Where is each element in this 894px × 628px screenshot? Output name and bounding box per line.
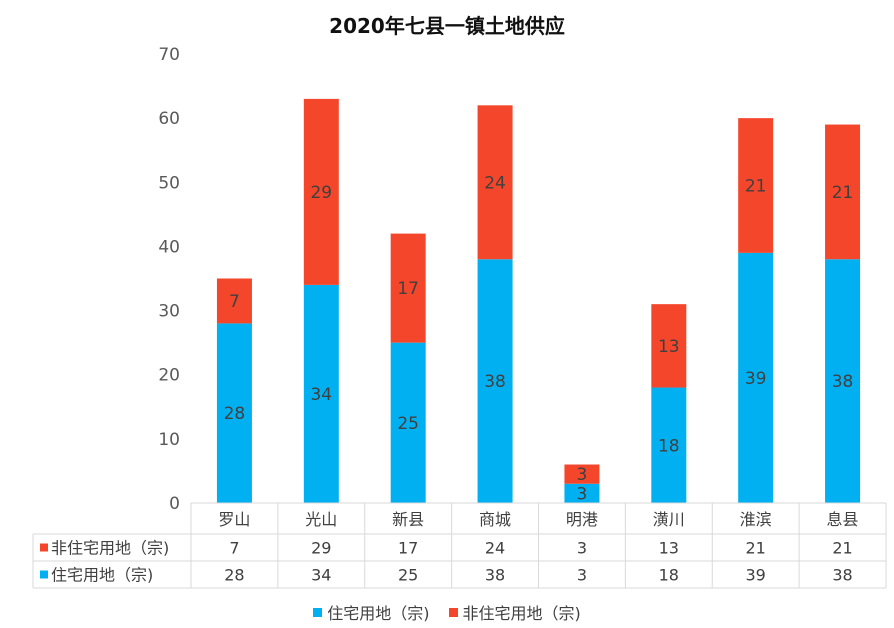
table-cell: 38 — [485, 566, 505, 585]
category-label: 罗山 — [218, 510, 250, 529]
category-label: 息县 — [827, 510, 859, 529]
data-label: 13 — [658, 337, 680, 357]
data-label: 29 — [310, 183, 332, 203]
legend-swatch-residential — [313, 607, 323, 617]
table-cell: 39 — [746, 566, 766, 585]
y-tick-label: 60 — [158, 109, 180, 129]
table-cell: 7 — [229, 539, 239, 558]
data-label: 38 — [832, 372, 854, 392]
bar-segment-non-residential — [651, 304, 687, 388]
legend-swatch-non-residential — [448, 607, 458, 617]
bar-segment-non-residential — [303, 98, 339, 285]
data-label: 21 — [745, 176, 767, 196]
bar-segment-non-residential — [738, 118, 774, 253]
bar-segment-residential — [564, 483, 600, 503]
bar-segment-residential — [477, 259, 513, 503]
category-label: 光山 — [305, 510, 337, 529]
bar-segment-residential — [390, 342, 426, 503]
legend-item-non-residential: 非住宅用地（宗) — [448, 600, 581, 624]
table-cell: 21 — [746, 539, 766, 558]
table-cell: 28 — [224, 566, 244, 585]
table-cell: 18 — [659, 566, 679, 585]
table-cell: 34 — [311, 566, 331, 585]
category-label: 淮滨 — [740, 510, 772, 529]
bars: 28 7 34 29 25 17 38 24 33 18 13 39 21 38 21 — [216, 98, 861, 504]
y-tick-label: 0 — [169, 494, 180, 514]
y-tick-label: 30 — [158, 302, 180, 322]
data-label: 21 — [832, 183, 854, 203]
chart-title: 2020年七县一镇土地供应 — [329, 14, 565, 38]
table-cell: 17 — [398, 539, 418, 558]
legend-label-residential: 住宅用地（宗) — [327, 604, 430, 623]
bar-segment-non-residential — [390, 233, 426, 343]
category-label: 商城 — [479, 510, 511, 529]
data-label: 34 — [310, 385, 332, 405]
table-cell: 3 — [577, 539, 587, 558]
data-label: 18 — [658, 436, 680, 456]
y-tick-label: 10 — [158, 430, 180, 450]
table-cell: 29 — [311, 539, 331, 558]
data-label: 3 — [577, 484, 588, 504]
data-label: 28 — [224, 404, 246, 424]
data-label: 38 — [484, 372, 506, 392]
table-cell: 24 — [485, 539, 505, 558]
table-row-header: 非住宅用地（宗) — [51, 539, 169, 558]
table-cell: 21 — [832, 539, 852, 558]
bar-segment-non-residential — [825, 124, 861, 260]
y-tick-label: 70 — [158, 45, 180, 65]
table-cell: 3 — [577, 566, 587, 585]
bar-segment-residential — [303, 284, 339, 503]
legend: 住宅用地（宗) 非住宅用地（宗) — [0, 600, 894, 624]
table-row-swatch — [40, 543, 48, 552]
table-cell: 25 — [398, 566, 418, 585]
legend-label-non-residential: 非住宅用地（宗) — [462, 604, 581, 623]
data-label: 3 — [577, 465, 588, 485]
table-cell: 13 — [659, 539, 679, 558]
category-label: 明港 — [566, 510, 598, 529]
bar-segment-residential — [825, 259, 861, 503]
y-tick-label: 50 — [158, 173, 180, 193]
y-axis: 0 10 20 30 40 50 60 70 — [158, 45, 180, 514]
y-tick-label: 40 — [158, 237, 180, 257]
bar-segment-residential — [216, 323, 252, 503]
legend-item-residential: 住宅用地（宗) — [313, 600, 429, 624]
data-label: 25 — [397, 414, 419, 434]
category-label: 新县 — [392, 510, 424, 529]
table-row-header: 住宅用地（宗) — [51, 566, 153, 585]
bar-segment-non-residential — [564, 464, 600, 484]
bar-segment-non-residential — [216, 278, 252, 324]
table-cell: 38 — [832, 566, 852, 585]
data-label: 24 — [484, 173, 506, 193]
category-label: 潢川 — [653, 510, 685, 529]
table-row-swatch — [40, 570, 48, 579]
bar-segment-residential — [651, 387, 687, 503]
data-label: 17 — [397, 279, 419, 299]
data-label: 7 — [229, 292, 240, 312]
data-label: 39 — [745, 369, 767, 389]
bar-segment-residential — [738, 252, 774, 503]
bar-segment-non-residential — [477, 105, 513, 260]
y-tick-label: 20 — [158, 366, 180, 386]
